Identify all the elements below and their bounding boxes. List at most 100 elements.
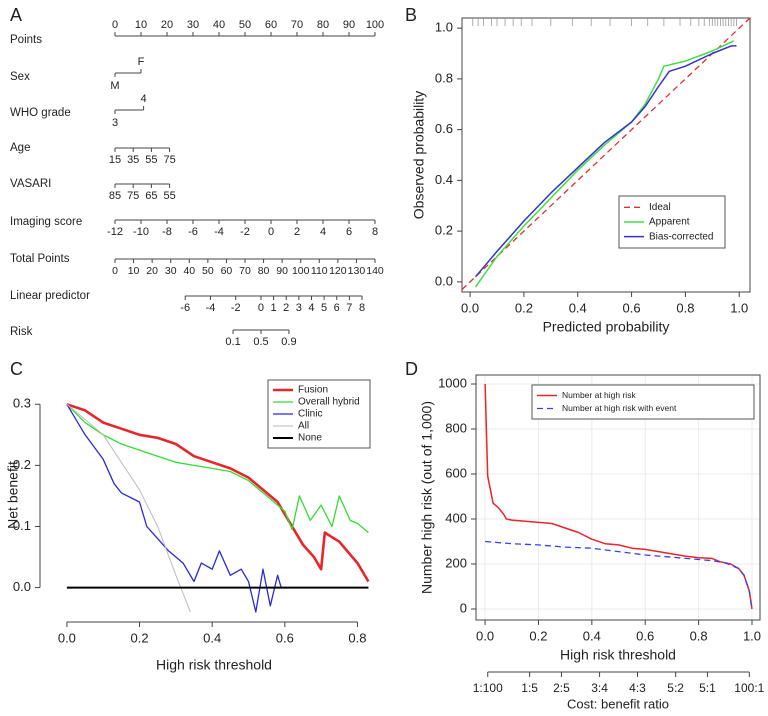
tick-label: 50 bbox=[202, 265, 214, 277]
tick-label: 65 bbox=[145, 190, 157, 202]
x-axis-title: High risk threshold bbox=[560, 647, 676, 663]
plot-frame bbox=[461, 17, 751, 293]
tick-label: 40 bbox=[213, 19, 225, 31]
y-tick-label: 0.4 bbox=[435, 172, 453, 187]
tick-label: 0 bbox=[112, 265, 118, 277]
y-tick-label: 0 bbox=[460, 600, 467, 615]
series-line bbox=[485, 540, 753, 610]
x-tick-label: 1.0 bbox=[730, 300, 748, 315]
plot-frame bbox=[475, 374, 761, 621]
tick-label: 3 bbox=[112, 117, 118, 129]
legend-label: Overall hybrid bbox=[298, 397, 360, 408]
tick-label: 80 bbox=[317, 19, 329, 31]
x2-tick-label: 5:1 bbox=[699, 681, 716, 695]
tick-label: 6 bbox=[346, 226, 352, 238]
tick-label: 75 bbox=[127, 190, 139, 202]
tick-label: 85 bbox=[109, 190, 121, 202]
tick-label: M bbox=[110, 80, 119, 92]
x-axis-title: High risk threshold bbox=[156, 657, 272, 673]
x-tick-label: 0.8 bbox=[676, 300, 694, 315]
tick-label: 100 bbox=[292, 265, 310, 277]
y-axis-title: Observed probability bbox=[411, 91, 427, 219]
row-label: Imaging score bbox=[10, 216, 82, 228]
tick-label: 55 bbox=[163, 190, 175, 202]
tick-label: 100 bbox=[366, 19, 384, 31]
x-axis-title: Predicted probability bbox=[543, 319, 670, 335]
tick-label: 7 bbox=[346, 302, 352, 314]
tick-label: 0.1 bbox=[225, 336, 240, 348]
tick-label: 3 bbox=[296, 302, 302, 314]
row-label: Points bbox=[10, 34, 42, 46]
legend-label: Number at high risk bbox=[562, 390, 636, 400]
x-tick-label: 0.2 bbox=[515, 300, 533, 315]
series-line bbox=[66, 403, 369, 534]
tick-label: 1 bbox=[271, 302, 277, 314]
tick-label: 2 bbox=[294, 226, 300, 238]
tick-label: 10 bbox=[128, 265, 140, 277]
x-tick-label: 0.8 bbox=[690, 628, 708, 643]
tick-label: 0.9 bbox=[281, 336, 296, 348]
tick-label: 15 bbox=[109, 154, 121, 166]
x-tick-label: 0.4 bbox=[203, 630, 221, 645]
legend-box bbox=[531, 384, 755, 420]
x2-axis-title: Cost: benefit ratio bbox=[567, 696, 669, 711]
x2-tick-label: 5:2 bbox=[667, 681, 684, 695]
tick-label: 20 bbox=[161, 19, 173, 31]
legend-label: None bbox=[298, 433, 322, 444]
tick-label: -12 bbox=[107, 226, 123, 238]
tick-label: -6 bbox=[188, 226, 198, 238]
panel-letter: B bbox=[405, 5, 417, 25]
x-tick-label: 0.4 bbox=[583, 628, 601, 643]
tick-label: 0 bbox=[258, 302, 264, 314]
tick-label: 130 bbox=[348, 265, 366, 277]
tick-label: 0.5 bbox=[253, 336, 268, 348]
row-label: Age bbox=[10, 142, 30, 154]
y-tick-label: 0.0 bbox=[13, 579, 31, 594]
series-line bbox=[66, 403, 191, 613]
y-tick-label: 0.3 bbox=[13, 396, 31, 411]
tick-label: -6 bbox=[180, 302, 190, 314]
y-tick-label: 1000 bbox=[438, 375, 467, 390]
legend-label: Apparent bbox=[649, 217, 690, 228]
tick-label: 60 bbox=[221, 265, 233, 277]
row-label: VASARI bbox=[10, 178, 51, 190]
tick-label: 10 bbox=[135, 19, 147, 31]
y-tick-label: 600 bbox=[445, 465, 467, 480]
tick-label: 8 bbox=[359, 302, 365, 314]
y-tick-label: 0.8 bbox=[435, 70, 453, 85]
x-tick-label: 0.2 bbox=[131, 630, 149, 645]
tick-label: -2 bbox=[240, 226, 250, 238]
legend-label: Bias-corrected bbox=[649, 231, 713, 242]
tick-label: 30 bbox=[165, 265, 177, 277]
y-axis-title: Number high risk (out of 1,000) bbox=[419, 401, 435, 594]
tick-label: 4 bbox=[320, 226, 326, 238]
legend-label: All bbox=[298, 421, 309, 432]
tick-label: 30 bbox=[187, 19, 199, 31]
y-tick-label: 0.1 bbox=[13, 518, 31, 533]
x-tick-label: 0.0 bbox=[461, 300, 479, 315]
tick-label: 80 bbox=[258, 265, 270, 277]
legend-label: Ideal bbox=[649, 202, 671, 213]
x2-tick-label: 3:4 bbox=[591, 681, 608, 695]
tick-label: 70 bbox=[291, 19, 303, 31]
y-tick-label: 0.2 bbox=[13, 457, 31, 472]
tick-label: 120 bbox=[329, 265, 347, 277]
tick-label: 0 bbox=[112, 19, 118, 31]
legend-label: Number at high risk with event bbox=[562, 403, 677, 413]
tick-label: -10 bbox=[133, 226, 149, 238]
tick-label: 60 bbox=[265, 19, 277, 31]
x-tick-label: 1.0 bbox=[743, 628, 761, 643]
tick-label: F bbox=[138, 56, 145, 68]
x-tick-label: 0.8 bbox=[348, 630, 366, 645]
y-axis-title: Net benefit bbox=[5, 461, 21, 529]
tick-label: -2 bbox=[231, 302, 241, 314]
x-tick-label: 0.0 bbox=[476, 628, 494, 643]
tick-label: 90 bbox=[276, 265, 288, 277]
series-line bbox=[461, 17, 751, 290]
tick-label: -8 bbox=[162, 226, 172, 238]
tick-label: 20 bbox=[146, 265, 158, 277]
tick-label: -4 bbox=[206, 302, 216, 314]
tick-label: 4 bbox=[308, 302, 314, 314]
